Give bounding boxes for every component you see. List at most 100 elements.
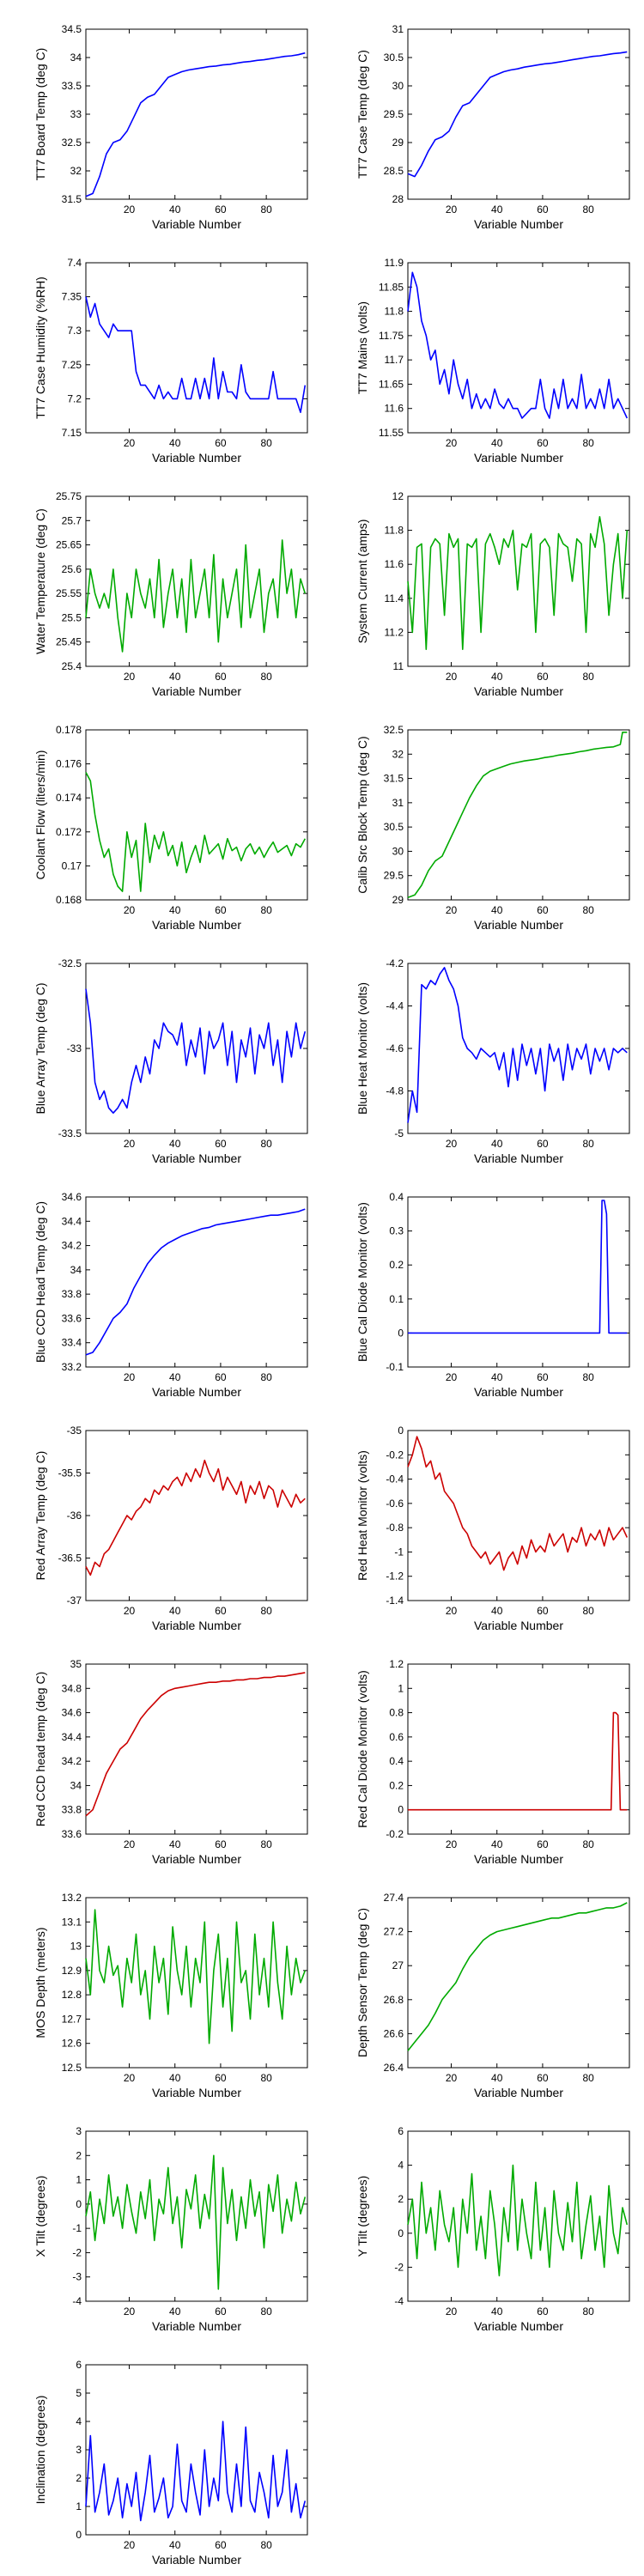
x-tick-label: 20 [446,2072,458,2084]
series-line [407,731,628,898]
x-tick-label: 20 [124,437,136,449]
y-tick-label: 0.17 [62,860,82,872]
y-tick-label: 0 [398,2227,404,2239]
x-tick-label: 40 [491,2306,503,2318]
line-chart: 11.55 11.6 11.65 11.7 11.75 11.8 11.85 11.9 20 40… [355,257,630,465]
x-tick-label: 40 [169,2539,181,2551]
y-tick-label: 1.2 [389,1658,404,1670]
axes-frame [407,729,630,901]
y-tick-label: 7.15 [62,427,82,439]
line-chart: -1.4 -1.2 -1 -0.8 -0.6 -0.4 -0.2 0 20 40 60 80 Varia… [355,1425,630,1632]
line-chart: 31.5 32 32.5 33 33.5 34 34.5 20 40 60 80 Variable N… [33,23,308,231]
x-tick-label: 80 [260,2539,272,2551]
y-tick-label: 2 [398,2193,404,2205]
x-tick-label: 60 [215,204,227,216]
axes-frame [407,28,630,200]
x-tick-label: 60 [215,1138,227,1150]
axes-frame [407,963,630,1134]
x-tick-label: 80 [582,1605,594,1617]
x-tick-label: 20 [124,2306,136,2318]
axes-frame [407,1663,630,1835]
y-tick-label: 11.6 [385,558,404,570]
y-tick-label: 13.2 [62,1892,82,1904]
line-chart: 33.2 33.4 33.6 33.8 34 34.2 34.4 34.6 20 40 60 80 Va… [33,1191,308,1399]
axes-frame [407,1430,630,1601]
x-axis-label: Variable Number [474,684,563,698]
y-tick-label: -2 [394,2261,404,2273]
chart-panel: 33.6 33.8 34 34.2 34.4 34.6 34.8 35 20 40 60 80 Vari… [0,1637,322,1870]
y-tick-label: 34.5 [62,23,82,35]
x-tick-label: 60 [537,2072,549,2084]
series-line [85,2421,307,2522]
x-tick-label: 40 [169,1138,181,1150]
x-tick-label: 60 [215,1371,227,1383]
y-tick-label: 0.4 [389,1755,404,1767]
chart-panel: 12.5 12.6 12.7 12.8 12.9 13 13.1 13.2 20 40 60 80 Va… [0,1870,322,2104]
x-tick-label: 80 [582,204,594,216]
y-tick-label: 11.9 [385,257,404,269]
y-tick-label: 13 [70,1941,82,1953]
series-line [408,1200,628,1334]
y-tick-label: 12.7 [62,2013,82,2025]
x-tick-label: 80 [260,437,272,449]
line-chart: 26.4 26.6 26.8 27 27.2 27.4 20 40 60 80 Variable N… [355,1892,630,2099]
axes-frame [407,2130,630,2302]
x-axis-label: Variable Number [152,1151,241,1165]
x-axis-label: Variable Number [474,451,563,465]
y-tick-label: -37 [67,1595,82,1607]
x-tick-label: 60 [537,1371,549,1383]
x-tick-label: 20 [124,1605,136,1617]
x-tick-label: 40 [169,437,181,449]
y-tick-label: 11.8 [385,525,404,537]
y-axis-label: Red CCD head temp (deg C) [33,1672,47,1827]
series-line [407,515,629,650]
y-tick-label: 34.6 [62,1191,82,1203]
x-tick-label: 40 [169,671,181,683]
y-tick-label: 11.7 [385,354,404,366]
y-tick-label: 30 [392,80,404,92]
x-tick-label: 20 [124,204,136,216]
chart-panel: 7.15 7.2 7.25 7.3 7.35 7.4 20 40 60 80 Variable Nu… [0,235,322,469]
y-tick-label: 33.8 [62,1288,82,1300]
y-tick-label: 0.1 [389,1293,404,1305]
axes-frame [407,1897,630,2069]
y-tick-label: 32 [392,748,404,760]
y-tick-label: 13.1 [62,1916,82,1928]
line-chart: -5 -4.8 -4.6 -4.4 -4.2 20 40 60 80 Variable Numbe… [355,957,630,1165]
x-tick-label: 20 [446,437,458,449]
y-tick-label: 3 [76,2125,82,2137]
y-tick-label: 2 [76,2149,82,2161]
x-tick-label: 80 [260,1371,272,1383]
y-tick-label: 34 [70,52,82,64]
y-axis-label: Red Array Temp (deg C) [33,1451,47,1581]
x-tick-label: 80 [582,437,594,449]
y-tick-label: 1 [398,1682,404,1694]
y-tick-label: 28.5 [384,165,404,177]
x-tick-label: 20 [124,1138,136,1150]
y-tick-label: -4.4 [386,1000,404,1012]
y-tick-label: 5 [76,2387,82,2399]
series-line [407,271,629,419]
y-tick-label: 6 [76,2359,82,2371]
y-tick-label: -4.2 [386,957,404,969]
y-axis-label: TT7 Mains (volts) [355,301,369,394]
y-axis-label: Coolant Flow (liters/min) [33,750,47,880]
y-tick-label: -35.5 [58,1467,82,1479]
y-tick-label: -35 [67,1425,82,1437]
x-axis-label: Variable Number [152,2086,241,2099]
y-tick-label: 34.4 [62,1731,82,1743]
y-tick-label: 0.172 [56,826,82,838]
x-axis-label: Variable Number [152,451,241,465]
x-tick-label: 60 [215,1605,227,1617]
x-tick-label: 60 [215,2072,227,2084]
y-axis-label: Depth Sensor Temp (deg C) [355,1908,369,2057]
series-line [407,2164,629,2277]
x-tick-label: 60 [537,2306,549,2318]
x-axis-label: Variable Number [474,918,563,932]
y-tick-label: -4 [394,2295,404,2307]
y-tick-label: 0.2 [389,1779,404,1791]
y-tick-label: 0 [398,1327,404,1339]
y-tick-label: 2 [76,2472,82,2484]
y-tick-label: 26.6 [384,2027,404,2039]
x-tick-label: 80 [582,1838,594,1850]
